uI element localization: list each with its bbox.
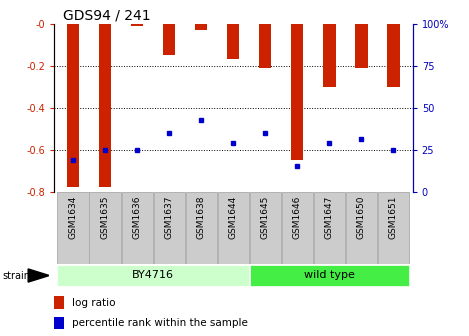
Text: GSM1644: GSM1644: [229, 196, 238, 239]
Text: GSM1646: GSM1646: [293, 196, 302, 239]
FancyBboxPatch shape: [153, 192, 185, 264]
Text: GSM1636: GSM1636: [133, 196, 142, 239]
Text: GSM1647: GSM1647: [325, 196, 334, 239]
Bar: [54, 296, 64, 309]
Text: BY4716: BY4716: [132, 270, 174, 280]
FancyBboxPatch shape: [58, 192, 89, 264]
Bar: [131, 24, 144, 26]
Bar: [99, 24, 111, 187]
FancyBboxPatch shape: [121, 192, 153, 264]
Bar: [259, 24, 272, 68]
FancyBboxPatch shape: [378, 192, 409, 264]
FancyBboxPatch shape: [58, 265, 249, 286]
FancyBboxPatch shape: [218, 192, 249, 264]
Bar: [291, 24, 303, 160]
Text: GSM1635: GSM1635: [101, 196, 110, 239]
Text: GSM1638: GSM1638: [197, 196, 206, 239]
Bar: [163, 24, 175, 55]
Text: GSM1650: GSM1650: [357, 196, 366, 239]
FancyBboxPatch shape: [250, 192, 281, 264]
Text: log ratio: log ratio: [72, 298, 115, 308]
Text: GSM1645: GSM1645: [261, 196, 270, 239]
Bar: [356, 24, 368, 68]
Bar: [227, 24, 239, 59]
Text: GDS94 / 241: GDS94 / 241: [63, 9, 151, 23]
FancyBboxPatch shape: [314, 192, 345, 264]
Bar: [195, 24, 207, 30]
Polygon shape: [28, 269, 49, 282]
FancyBboxPatch shape: [282, 192, 313, 264]
FancyBboxPatch shape: [346, 192, 377, 264]
FancyBboxPatch shape: [186, 192, 217, 264]
Text: GSM1634: GSM1634: [68, 196, 78, 239]
Bar: [323, 24, 335, 86]
Text: wild type: wild type: [304, 270, 355, 280]
Text: strain: strain: [2, 270, 30, 281]
Bar: [54, 317, 64, 329]
Bar: [387, 24, 400, 86]
Text: GSM1651: GSM1651: [389, 196, 398, 239]
FancyBboxPatch shape: [90, 192, 121, 264]
FancyBboxPatch shape: [250, 265, 409, 286]
Bar: [67, 24, 79, 187]
Text: GSM1637: GSM1637: [165, 196, 174, 239]
Text: percentile rank within the sample: percentile rank within the sample: [72, 318, 248, 328]
